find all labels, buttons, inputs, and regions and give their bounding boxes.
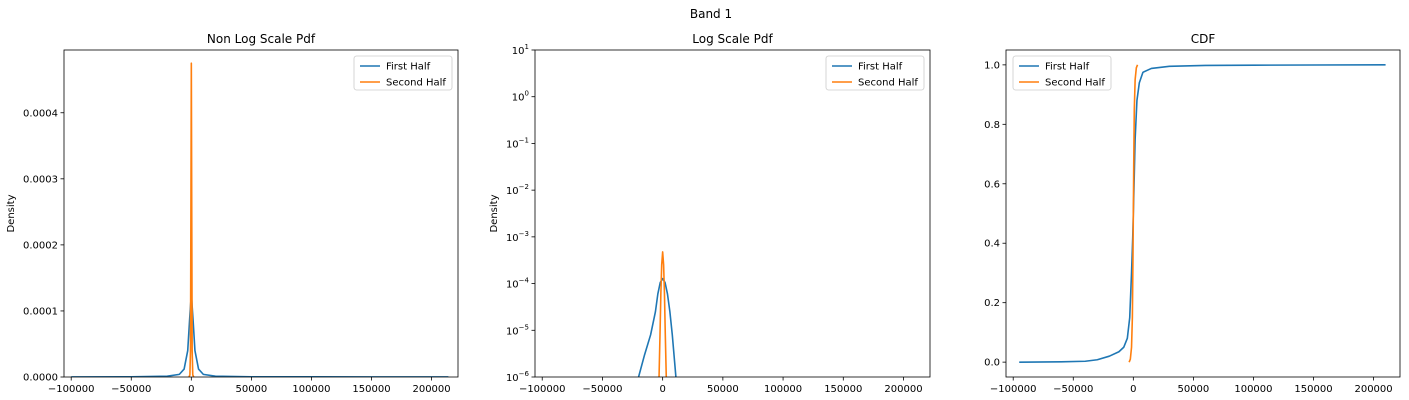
nonlog-xtick-label: 150000 [352, 384, 390, 395]
cdf-xtick-label: 200000 [1354, 384, 1392, 395]
cdf-axes-frame [1005, 49, 1401, 378]
cdf-legend: First Half Second Half [1012, 55, 1112, 91]
cdf-xtick-label: −100000 [990, 384, 1037, 395]
cdf-xtick-label: 50000 [1177, 384, 1209, 395]
cdf-panel: −100000 −50000 0 50000 100000 150000 200000 0.0… [984, 32, 1401, 395]
cdf-ytick-label: 0.0 [984, 358, 1000, 369]
nonlog-ytick-label: 0.0004 [23, 108, 58, 119]
figure-suptitle: Band 1 [690, 7, 732, 21]
log-series-second-half-line [658, 251, 668, 377]
log-xtick-label: −100000 [519, 384, 566, 395]
nonlog-ytick-label: 0.0003 [23, 174, 58, 185]
log-xtick-label: −50000 [582, 384, 622, 395]
cdf-xtick-label: 150000 [1294, 384, 1332, 395]
cdf-ytick-label: 0.4 [984, 239, 1000, 250]
log-panel: −100000 −50000 0 50000 100000 150000 200000 10−… [489, 32, 931, 395]
nonlog-ytick-label: 0.0001 [23, 306, 58, 317]
nonlog-series-first-half-line [71, 292, 449, 377]
log-legend-label-second-half: Second Half [858, 78, 918, 89]
log-ytick-label: 101 [512, 43, 529, 57]
nonlog-xtick-label: −100000 [48, 384, 95, 395]
log-ytick-label: 10−5 [506, 323, 529, 337]
log-xtick-label: 100000 [764, 384, 802, 395]
log-legend: First Half Second Half [825, 55, 925, 91]
log-axes-frame [534, 49, 931, 378]
nonlog-xtick-label: 0 [188, 384, 194, 395]
nonlog-xtick-label: 50000 [235, 384, 267, 395]
cdf-legend-label-first-half: First Half [1045, 62, 1090, 73]
cdf-xtick-label: 0 [1130, 384, 1136, 395]
nonlog-title: Non Log Scale Pdf [207, 32, 316, 46]
nonlog-series-second-half-line [188, 62, 195, 377]
log-legend-label-first-half: First Half [858, 62, 903, 73]
cdf-ytick-label: 1.0 [984, 60, 1000, 71]
cdf-legend-label-second-half: Second Half [1045, 78, 1105, 89]
log-title: Log Scale Pdf [692, 32, 773, 46]
log-xtick-label: 150000 [824, 384, 862, 395]
cdf-xtick-label: −50000 [1053, 384, 1093, 395]
nonlog-ytick-label: 0.0000 [23, 373, 58, 384]
nonlog-ylabel: Density [6, 194, 17, 232]
cdf-xtick-label: 100000 [1234, 384, 1272, 395]
nonlog-xtick-label: 200000 [412, 384, 450, 395]
log-xtick-label: 50000 [707, 384, 739, 395]
log-xtick-label: 0 [659, 384, 665, 395]
cdf-ytick-label: 0.6 [984, 179, 1000, 190]
log-ytick-label: 10−6 [506, 370, 530, 384]
cdf-series-second-half-line [1128, 64, 1139, 363]
log-ytick-label: 100 [512, 90, 529, 104]
nonlog-panel: −100000 −50000 0 50000 100000 150000 200000 0.0… [6, 32, 459, 395]
nonlog-axes-frame [63, 49, 459, 378]
log-ytick-label: 10−2 [506, 183, 529, 197]
log-xtick-label: 200000 [884, 384, 922, 395]
nonlog-ytick-label: 0.0002 [23, 240, 58, 251]
log-ytick-label: 10−3 [506, 230, 529, 244]
cdf-series-first-half-line [1019, 64, 1386, 363]
log-ytick-label: 10−4 [506, 277, 530, 291]
log-ytick-label: 10−1 [506, 136, 529, 150]
log-ylabel: Density [489, 194, 500, 232]
cdf-ytick-label: 0.8 [984, 120, 1000, 131]
nonlog-xtick-label: 100000 [292, 384, 330, 395]
nonlog-xtick-label: −50000 [111, 384, 151, 395]
nonlog-legend-label-first-half: First Half [386, 62, 431, 73]
nonlog-legend: First Half Second Half [353, 55, 453, 91]
cdf-ytick-label: 0.2 [984, 298, 1000, 309]
log-series-first-half-line [637, 277, 677, 377]
nonlog-legend-label-second-half: Second Half [386, 78, 446, 89]
cdf-title: CDF [1191, 32, 1216, 46]
